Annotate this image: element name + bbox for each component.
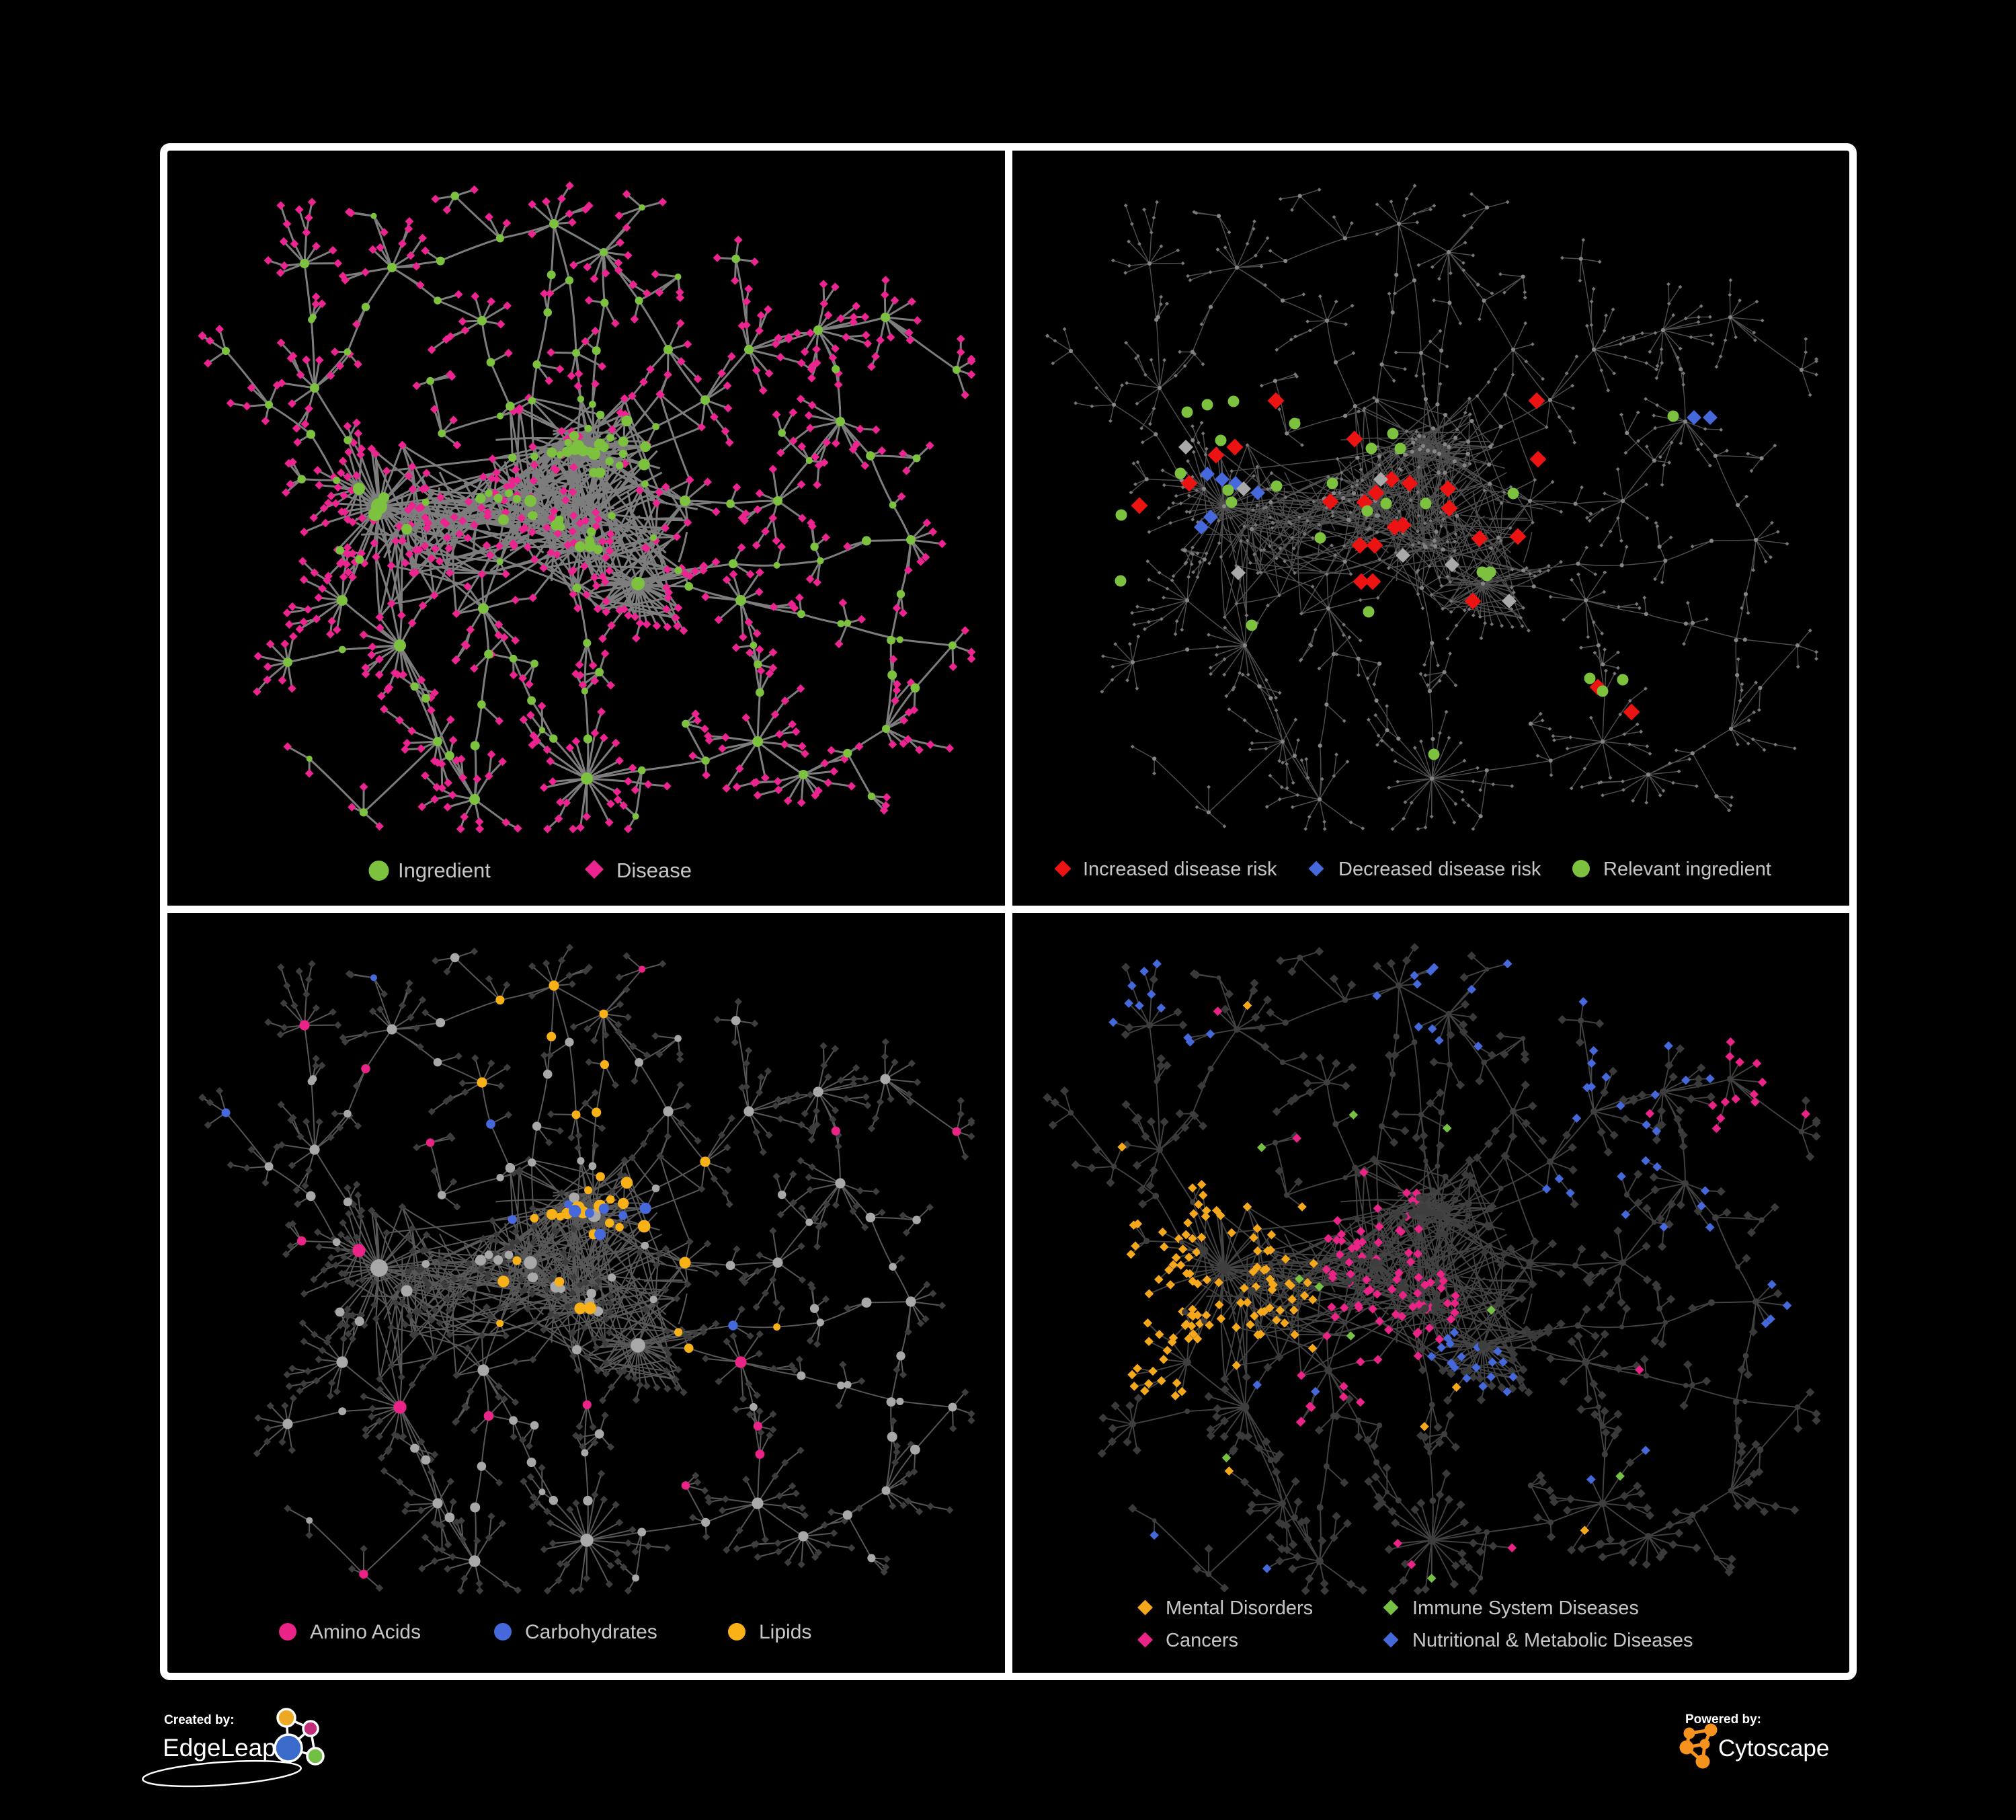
svg-text:Created by:: Created by: [164,1713,235,1727]
svg-text:Cancers: Cancers [1166,1630,1238,1651]
svg-text:Increased disease risk: Increased disease risk [1083,859,1277,880]
svg-text:Amino Acids: Amino Acids [310,1621,421,1643]
svg-text:Cytoscape: Cytoscape [1718,1735,1829,1762]
svg-text:Carbohydrates: Carbohydrates [525,1621,657,1643]
svg-text:Decreased disease risk: Decreased disease risk [1338,859,1541,880]
svg-text:Immune System Diseases: Immune System Diseases [1412,1597,1639,1619]
svg-text:Nutritional & Metabolic Diseas: Nutritional & Metabolic Diseases [1412,1630,1693,1651]
svg-text:Relevant ingredient: Relevant ingredient [1603,859,1771,880]
svg-text:Mental Disorders: Mental Disorders [1166,1597,1313,1619]
svg-text:Ingredient: Ingredient [398,859,491,882]
svg-text:Lipids: Lipids [759,1621,811,1643]
svg-text:Disease: Disease [616,859,692,882]
svg-text:EdgeLeap: EdgeLeap [163,1734,276,1762]
svg-text:Powered by:: Powered by: [1685,1712,1761,1727]
